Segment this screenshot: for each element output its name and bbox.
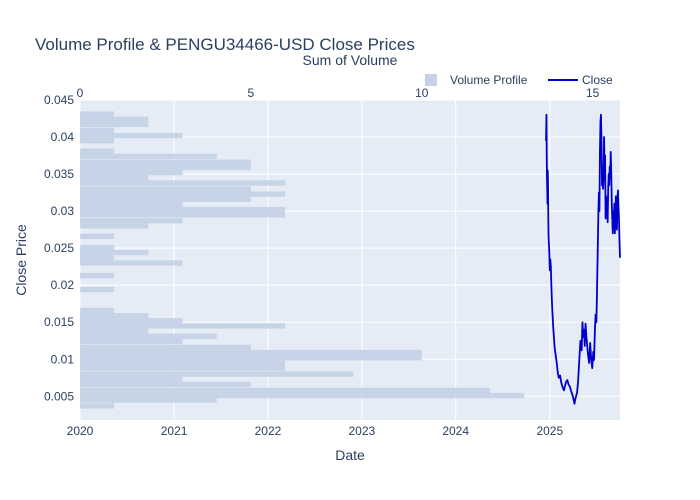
volume-bar — [80, 403, 115, 409]
volume-bar — [80, 169, 183, 176]
volume-bar — [80, 328, 149, 334]
volume-bar — [80, 186, 251, 192]
volume-bar — [80, 360, 286, 366]
y-tick-label: 0.03 — [51, 204, 75, 218]
volume-bar — [80, 286, 115, 293]
volume-bar — [80, 153, 217, 159]
volume-bar — [80, 381, 251, 388]
volume-bar — [80, 312, 149, 319]
volume-bar — [80, 138, 115, 144]
y-tick-label: 0.04 — [51, 130, 75, 144]
x2-tick-label: 5 — [248, 86, 255, 100]
volume-bar — [80, 338, 183, 345]
volume-bar — [80, 260, 183, 266]
volume-bar — [80, 212, 286, 218]
x2-tick-label: 0 — [77, 86, 84, 100]
volume-bar — [80, 196, 251, 202]
volume-bar — [80, 249, 149, 256]
x-tick-label: 2023 — [348, 424, 375, 438]
volume-bar — [80, 371, 354, 377]
x2-tick-label: 15 — [586, 86, 600, 100]
volume-bar — [80, 376, 183, 382]
y-tick-label: 0.045 — [44, 93, 74, 107]
volume-bar — [80, 201, 183, 208]
y-tick-label: 0.005 — [44, 389, 74, 403]
volume-bar — [80, 175, 149, 181]
volume-bar — [80, 164, 251, 171]
x2-axis-title: Sum of Volume — [303, 52, 398, 68]
volume-bar — [80, 223, 149, 229]
volume-bar — [80, 333, 217, 339]
x-tick-label: 2020 — [67, 424, 94, 438]
volume-bar — [80, 244, 115, 251]
volume-profile-bars — [80, 111, 525, 409]
volume-bar — [80, 233, 115, 239]
axis-ticks: 0.005 0.01 0.015 0.02 0.025 0.03 0.035 0.04 0.04… — [44, 86, 600, 438]
y-tick-label: 0.035 — [44, 167, 74, 181]
volume-bar — [80, 349, 422, 356]
volume-bar — [80, 218, 183, 224]
volume-bar — [80, 121, 149, 128]
volume-bar — [80, 387, 491, 394]
volume-bar — [80, 116, 149, 122]
volume-bar — [80, 159, 251, 165]
volume-bar — [80, 344, 251, 351]
y-tick-label: 0.02 — [51, 278, 75, 292]
volume-bar — [80, 318, 183, 324]
y-tick-label: 0.025 — [44, 241, 74, 255]
x-tick-label: 2025 — [536, 424, 563, 438]
volume-bar — [80, 272, 115, 279]
volume-bar — [80, 255, 115, 261]
volume-bar — [80, 397, 217, 403]
legend[interactable]: Volume Profile Close — [425, 73, 613, 87]
x-axis-title: Date — [335, 447, 365, 463]
volume-bar — [80, 355, 422, 361]
volume-bar — [80, 132, 183, 139]
volume-bar — [80, 191, 286, 197]
volume-bar — [80, 365, 286, 371]
volume-bar — [80, 127, 115, 134]
volume-bar — [80, 206, 286, 213]
legend-label-close: Close — [582, 73, 613, 87]
x-tick-label: 2021 — [161, 424, 188, 438]
volume-bar — [80, 180, 286, 186]
y-tick-label: 0.015 — [44, 315, 74, 329]
volume-bar — [80, 323, 286, 329]
y-tick-label: 0.01 — [51, 352, 75, 366]
legend-label-volume: Volume Profile — [450, 73, 528, 87]
legend-swatch-volume — [425, 74, 437, 86]
chart-title: Volume Profile & PENGU34466-USD Close Pr… — [35, 35, 415, 54]
volume-bar — [80, 392, 525, 399]
volume-bar — [80, 111, 115, 117]
x-tick-label: 2022 — [255, 424, 282, 438]
volume-bar — [80, 307, 115, 314]
x-tick-label: 2024 — [442, 424, 469, 438]
x2-tick-label: 10 — [415, 86, 429, 100]
close-price-line — [545, 113, 621, 405]
volume-bar — [80, 148, 115, 154]
y-axis-title: Close Price — [13, 224, 29, 296]
